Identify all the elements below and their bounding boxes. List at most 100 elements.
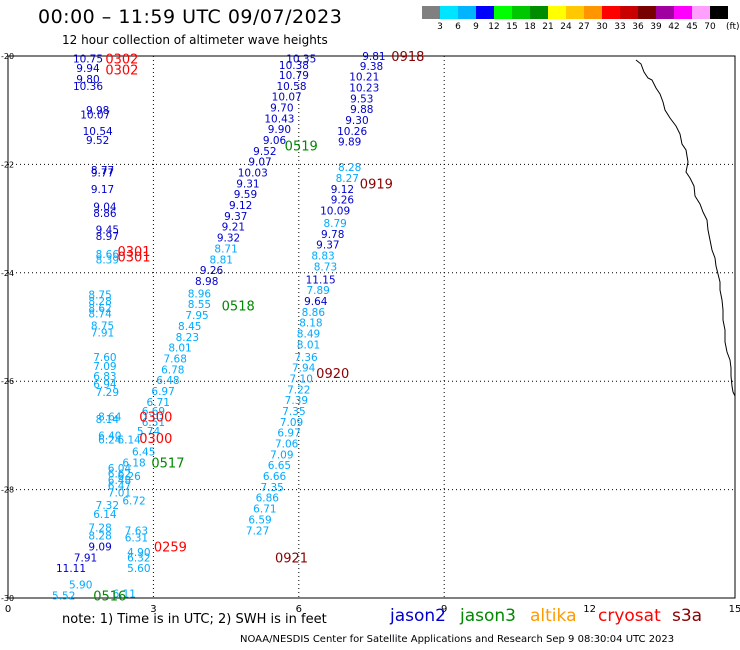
color-swatch (674, 6, 692, 19)
wave-height-label: 6.47 (108, 480, 131, 492)
coastline (635, 59, 736, 397)
wave-height-label: 10.75 (73, 54, 103, 66)
y-tick-label: -26 (1, 377, 14, 386)
wave-height-label: 6.48 (156, 375, 179, 387)
color-swatch (692, 6, 710, 19)
wave-height-label: 9.94 (76, 63, 100, 75)
wave-height-label: 9.12 (229, 200, 252, 212)
pass-time-label: 0517 (151, 457, 184, 472)
wave-height-label: 8.14 (96, 414, 120, 426)
wave-height-label: 9.37 (224, 211, 247, 223)
wave-height-label: 6.40 (98, 430, 121, 442)
color-swatch (620, 6, 638, 19)
wave-height-label: 8.75 (88, 289, 111, 301)
color-swatch (566, 6, 584, 19)
pass-time-label: 0300 (139, 432, 172, 447)
wave-height-label: 9.80 (76, 74, 99, 86)
wave-height-label: 6.86 (256, 493, 280, 505)
wave-height-label: 7.36 (294, 352, 318, 364)
wave-height-label: 7.22 (287, 384, 310, 396)
legend-altika: altika (530, 606, 577, 626)
wave-height-label: 9.31 (236, 178, 259, 190)
x-tick-label: 15 (729, 604, 740, 615)
wave-height-label: 6.65 (268, 460, 291, 472)
wave-height-label: 9.37 (316, 240, 339, 252)
pass-time-label: 0921 (275, 551, 308, 566)
footnote: note: 1) Time is in UTC; 2) SWH is in fe… (62, 612, 327, 627)
wave-height-label: 8.39 (96, 254, 119, 266)
wave-height-label: 9.32 (217, 233, 240, 245)
wave-height-label: 10.54 (83, 126, 113, 138)
wave-height-label: 10.07 (272, 92, 302, 104)
wave-height-label: 9.88 (350, 104, 373, 116)
wave-height-label: 8.45 (178, 321, 201, 333)
wave-height-label: 9.17 (91, 184, 114, 196)
wave-height-label: 7.28 (88, 523, 111, 535)
wave-height-label: 7.91 (91, 327, 114, 339)
wave-height-label: 7.09 (280, 417, 303, 429)
wave-height-label: 8.81 (210, 254, 233, 266)
axis-ticks: 0 3 6 9 12 15 -20 -22 -24 -26 -28 -30 (1, 52, 740, 615)
wave-height-label: 7.68 (164, 353, 187, 365)
wave-height-label: 10.58 (276, 81, 306, 93)
wave-height-label: 10.43 (264, 113, 294, 125)
wave-height-label: 7.91 (74, 552, 97, 564)
color-scale-label: 18 (524, 22, 536, 32)
wave-height-label: 9.81 (362, 51, 385, 63)
wave-height-label: 6.26 (117, 471, 141, 483)
x-tick-label: 6 (296, 604, 302, 615)
wave-height-label: 9.52 (86, 135, 109, 147)
x-tick-label: 12 (583, 604, 596, 615)
color-swatch (584, 6, 602, 19)
legend-s3a: s3a (672, 606, 703, 626)
credit-line: NOAA/NESDIS Center for Satellite Applica… (240, 634, 675, 645)
color-scale-label: 70 (704, 22, 716, 32)
wave-height-label: 6.31 (125, 532, 148, 544)
wave-height-label: 9.45 (96, 224, 119, 236)
wave-height-label: 10.38 (279, 60, 309, 72)
wave-height-label: 7.89 (306, 285, 329, 297)
wave-height-label: 8.98 (195, 276, 218, 288)
wave-height-label: 10.09 (320, 205, 350, 217)
color-scale-unit: (ft) (726, 22, 740, 32)
wave-height-label: 9.04 (93, 202, 117, 214)
wave-height-label: 9.98 (86, 105, 109, 117)
pass-time-label: 0920 (316, 367, 349, 382)
color-scale-label: 24 (560, 22, 572, 32)
x-tick-label: 0 (5, 604, 11, 615)
page-subtitle: 12 hour collection of altimeter wave hei… (62, 33, 328, 47)
wave-height-label: 8.01 (297, 339, 320, 351)
legend-jason3: jason3 (460, 606, 516, 626)
wave-height-label: 7.09 (93, 361, 116, 373)
wave-height-label: 8.74 (88, 308, 112, 320)
color-scale-label: 42 (668, 22, 680, 32)
wave-height-label: 7.29 (96, 387, 119, 399)
color-swatch (422, 6, 440, 19)
wave-height-label: 9.52 (253, 146, 276, 158)
wave-height-label: 8.49 (297, 329, 320, 341)
wave-height-label: 10.07 (80, 110, 110, 122)
wave-height-label: 8.28 (338, 162, 361, 174)
wave-height-label: 10.03 (238, 168, 268, 180)
wave-height-label: 7.35 (260, 482, 283, 494)
legend-jason2: jason2 (390, 606, 446, 626)
wave-height-label: 8.86 (93, 208, 117, 220)
wave-height-label: 7.60 (93, 352, 116, 364)
wave-height-label: 9.89 (338, 137, 361, 149)
pass-time-label: 0918 (391, 50, 424, 65)
pass-time-label: 0518 (222, 299, 255, 314)
wave-height-label: 9.59 (234, 189, 257, 201)
map-frame (7, 55, 736, 599)
wave-height-label: 7.95 (185, 310, 208, 322)
wave-height-label: 9.06 (263, 135, 287, 147)
wave-height-label: 9.07 (248, 157, 271, 169)
wave-height-label: 7.09 (270, 449, 293, 461)
wave-height-label: 5.52 (52, 590, 75, 602)
wave-height-label: 6.69 (142, 406, 165, 418)
pass-time-label: 0302 (105, 64, 138, 79)
y-tick-label: -22 (1, 160, 14, 169)
wave-height-label: 6.72 (122, 495, 145, 507)
wave-height-label: 8.01 (168, 343, 191, 355)
wave-height-label: 9.21 (222, 222, 245, 234)
